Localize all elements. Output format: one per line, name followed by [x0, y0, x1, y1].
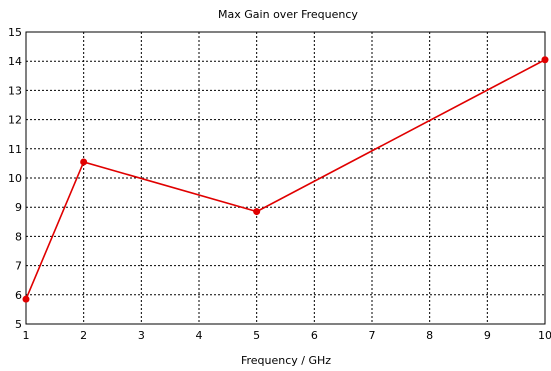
x-tick-label: 7 [369, 329, 376, 342]
y-tick-label: 15 [8, 26, 22, 39]
data-point [80, 158, 88, 166]
y-tick-label: 6 [15, 289, 22, 302]
y-tick-label: 10 [8, 172, 22, 185]
y-tick-label: 14 [8, 55, 22, 68]
x-tick-label: 4 [196, 329, 203, 342]
chart-title: Max Gain over Frequency [218, 8, 358, 21]
x-tick-label: 8 [426, 329, 433, 342]
x-tick-label: 10 [538, 329, 551, 342]
y-tick-label: 12 [8, 114, 22, 127]
data-point [541, 56, 549, 64]
y-tick-label: 8 [15, 230, 22, 243]
x-tick-label: 1 [23, 329, 30, 342]
x-tick-label: 5 [253, 329, 260, 342]
y-tick-label: 9 [15, 201, 22, 214]
y-tick-label: 7 [15, 260, 22, 273]
data-point [22, 295, 30, 303]
y-tick-label: 11 [8, 143, 22, 156]
x-tick-label: 3 [138, 329, 145, 342]
y-tick-label: 13 [8, 84, 22, 97]
data-point [253, 208, 261, 216]
series-layer [22, 56, 549, 303]
x-tick-label: 9 [484, 329, 491, 342]
plot-frame [25, 31, 546, 325]
x-axis-label: Frequency / GHz [241, 354, 331, 367]
series-line [25, 59, 546, 300]
y-tick-label: 5 [15, 318, 22, 331]
grid [26, 32, 545, 324]
x-tick-label: 6 [311, 329, 318, 342]
x-tick-label: 2 [80, 329, 87, 342]
